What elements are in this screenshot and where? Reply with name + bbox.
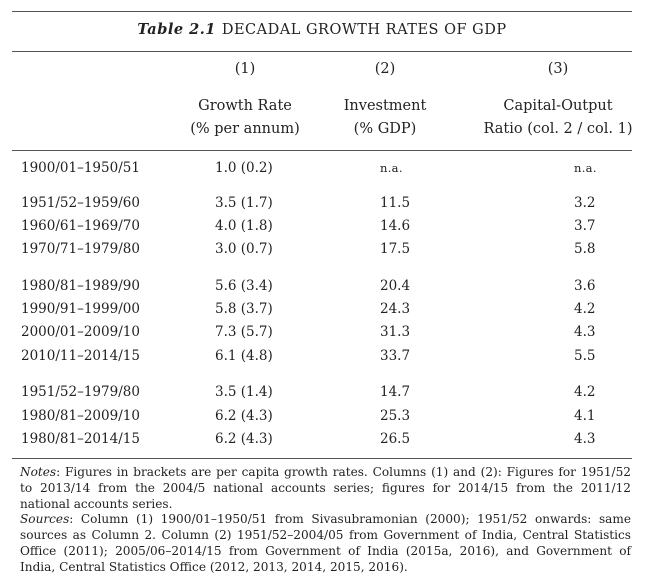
period-cell: 2010/11–2014/15: [21, 348, 140, 364]
top-rule: [12, 11, 632, 12]
notes-paragraph: Notes: Figures in brackets are per capit…: [20, 465, 631, 512]
investment-cell: 14.7: [380, 384, 411, 400]
table-row: 1900/01–1950/51 1.0 (0.2) n.a. n.a.: [0, 158, 656, 178]
ratio-cell: n.a.: [574, 161, 597, 175]
investment-cell: 14.6: [380, 218, 411, 234]
period-cell: 1900/01–1950/51: [21, 160, 140, 176]
table-row: 1951/52–1979/80 3.5 (1.4) 14.7 4.2: [0, 382, 656, 402]
ratio-cell: 5.5: [574, 348, 596, 364]
period-cell: 2000/01–2009/10: [21, 324, 140, 340]
header-rule: [12, 150, 632, 151]
column-1-number: (1): [234, 61, 256, 77]
column-3-heading: Capital-Output: [503, 98, 613, 114]
growth-cell: 6.2 (4.3): [215, 431, 273, 447]
column-1-subheading: (% per annum): [190, 121, 300, 137]
investment-cell: 25.3: [380, 408, 411, 424]
investment-cell: 24.3: [380, 301, 411, 317]
investment-cell: 31.3: [380, 324, 411, 340]
period-cell: 1980/81–2014/15: [21, 431, 140, 447]
growth-cell: 3.5 (1.7): [215, 195, 273, 211]
column-2-number: (2): [374, 61, 396, 77]
investment-cell: n.a.: [380, 161, 403, 175]
sources-text: : Column (1) 1900/01–1950/51 from Sivasu…: [20, 512, 631, 574]
table-notes: Notes: Figures in brackets are per capit…: [20, 465, 631, 576]
column-3-number: (3): [547, 61, 569, 77]
period-cell: 1990/91–1999/00: [21, 301, 140, 317]
table-row: 1960/61–1969/70 4.0 (1.8) 14.6 3.7: [0, 216, 656, 236]
notes-text: : Figures in brackets are per capita gro…: [20, 465, 631, 511]
investment-cell: 26.5: [380, 431, 411, 447]
table-row: 1980/81–2014/15 6.2 (4.3) 26.5 4.3: [0, 429, 656, 449]
growth-cell: 5.8 (3.7): [215, 301, 273, 317]
investment-cell: 20.4: [380, 278, 411, 294]
table-row: 2000/01–2009/10 7.3 (5.7) 31.3 4.3: [0, 322, 656, 342]
table-row: 1990/91–1999/00 5.8 (3.7) 24.3 4.2: [0, 299, 656, 319]
column-2-subheading: (% GDP): [353, 121, 417, 137]
ratio-cell: 3.2: [574, 195, 596, 211]
growth-cell: 3.0 (0.7): [215, 241, 273, 257]
period-cell: 1951/52–1979/80: [21, 384, 140, 400]
period-cell: 1970/71–1979/80: [21, 241, 140, 257]
growth-cell: 6.2 (4.3): [215, 408, 273, 424]
ratio-cell: 4.3: [574, 324, 596, 340]
table-number: Table 2.1: [137, 21, 216, 38]
ratio-cell: 3.7: [574, 218, 596, 234]
table-row: 1980/81–1989/90 5.6 (3.4) 20.4 3.6: [0, 276, 656, 296]
growth-cell: 5.6 (3.4): [215, 278, 273, 294]
ratio-cell: 4.2: [574, 301, 596, 317]
growth-cell: 1.0 (0.2): [215, 160, 273, 176]
table-caption: Table 2.1 DECADAL GROWTH RATES OF GDP: [12, 21, 632, 38]
growth-cell: 3.5 (1.4): [215, 384, 273, 400]
table-row: 2010/11–2014/15 6.1 (4.8) 33.7 5.5: [0, 346, 656, 366]
column-2-heading: Investment: [343, 98, 427, 114]
investment-cell: 17.5: [380, 241, 411, 257]
growth-cell: 7.3 (5.7): [215, 324, 273, 340]
sources-paragraph: Sources: Column (1) 1900/01–1950/51 from…: [20, 512, 631, 575]
period-cell: 1980/81–2009/10: [21, 408, 140, 424]
table-row: 1980/81–2009/10 6.2 (4.3) 25.3 4.1: [0, 406, 656, 426]
column-3-subheading: Ratio (col. 2 / col. 1): [483, 121, 633, 137]
period-cell: 1960/61–1969/70: [21, 218, 140, 234]
table-row: 1951/52–1959/60 3.5 (1.7) 11.5 3.2: [0, 193, 656, 213]
notes-label: Notes: [20, 465, 57, 479]
ratio-cell: 4.1: [574, 408, 596, 424]
sources-label: Sources: [20, 512, 70, 527]
period-cell: 1980/81–1989/90: [21, 278, 140, 294]
growth-cell: 4.0 (1.8): [215, 218, 273, 234]
table-row: 1970/71–1979/80 3.0 (0.7) 17.5 5.8: [0, 239, 656, 259]
growth-cell: 6.1 (4.8): [215, 348, 273, 364]
table-title: DECADAL GROWTH RATES OF GDP: [221, 22, 507, 38]
column-1-heading: Growth Rate: [198, 98, 292, 114]
investment-cell: 33.7: [380, 348, 411, 364]
ratio-cell: 4.3: [574, 431, 596, 447]
ratio-cell: 4.2: [574, 384, 596, 400]
bottom-rule: [12, 458, 632, 459]
period-cell: 1951/52–1959/60: [21, 195, 140, 211]
ratio-cell: 5.8: [574, 241, 596, 257]
investment-cell: 11.5: [380, 195, 411, 211]
ratio-cell: 3.6: [574, 278, 596, 294]
caption-rule: [12, 51, 632, 52]
